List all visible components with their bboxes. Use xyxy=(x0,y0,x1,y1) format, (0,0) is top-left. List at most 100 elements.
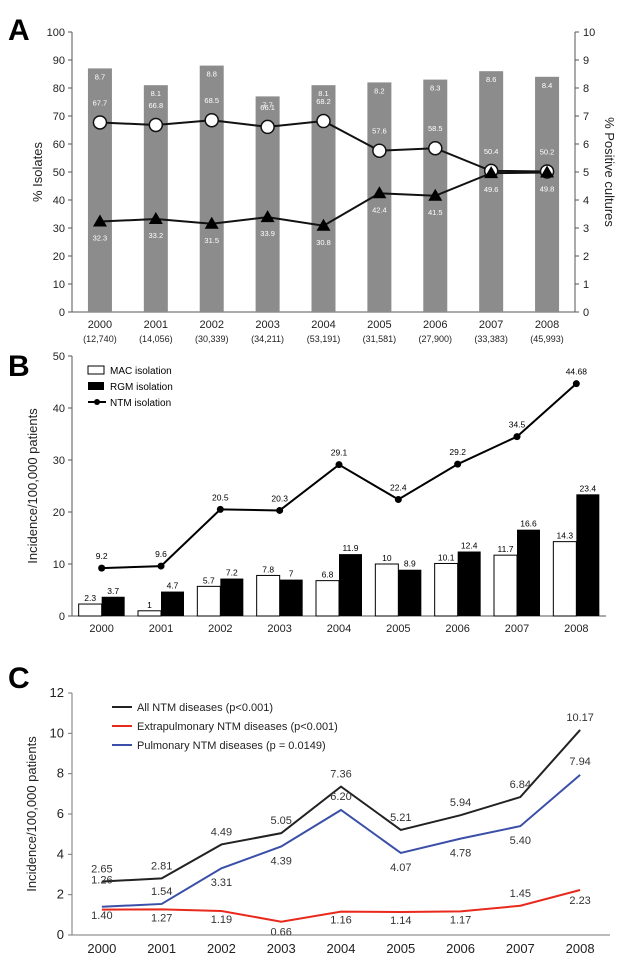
triangle-point xyxy=(316,218,331,231)
x-tick-label: 2005 xyxy=(367,319,391,331)
bar-value-label: 7.7 xyxy=(262,100,272,109)
x-tick-label: 2008 xyxy=(566,941,595,956)
point-value-label: 33.2 xyxy=(149,231,164,240)
x-tick-label: 2003 xyxy=(267,623,291,635)
point-value-label: 68.5 xyxy=(204,96,219,105)
point-value-label-2: 7.94 xyxy=(569,756,590,768)
chart-panel-b: 0 10 20 30 40 50 Incidence/100,000 patients 2.3… xyxy=(25,351,606,635)
point-value-label-2: 1.54 xyxy=(151,886,172,898)
x-tick-sublabel: (34,211) xyxy=(251,334,284,344)
point-value-label-2: 3.31 xyxy=(211,877,232,889)
bar xyxy=(87,68,112,313)
x-tick-label: 2000 xyxy=(88,319,112,331)
bar-mac-value-label: 14.3 xyxy=(557,531,574,541)
bar xyxy=(199,65,224,312)
x-tick-sublabel: (45,993) xyxy=(530,334,564,344)
point-value-label-1: 1.14 xyxy=(390,915,411,927)
x-tick-sublabel: (53,191) xyxy=(307,334,341,344)
bar xyxy=(535,76,560,312)
y-tick-label: 20 xyxy=(53,251,65,263)
x-tick-label: 2007 xyxy=(479,319,503,331)
bar-rgm xyxy=(161,591,184,616)
y-tick-label: 60 xyxy=(53,139,65,151)
x-tick-label: 2000 xyxy=(87,941,116,956)
x-tick-label: 2001 xyxy=(149,623,173,635)
point-value-label: 67.7 xyxy=(93,98,108,107)
point-value-label-0: 5.21 xyxy=(390,812,411,824)
ntm-point xyxy=(513,433,521,441)
point-value-label-2: 6.20 xyxy=(330,791,351,803)
chart-panel-c: 0 2 4 6 8 10 12 Incidence/100,000 patients 2000 2… xyxy=(24,685,610,956)
legend-label-2: Pulmonary NTM diseases (p = 0.0149) xyxy=(137,740,326,752)
x-tick-label: 2002 xyxy=(208,623,232,635)
x-tick-label: 2001 xyxy=(144,319,168,331)
x-tick-label: 2000 xyxy=(89,623,113,635)
bar-mac-value-label: 6.8 xyxy=(322,570,334,580)
point-value-label-2: 4.07 xyxy=(390,862,411,874)
circle-point xyxy=(204,112,219,128)
y-tick-label: 10 xyxy=(50,725,64,740)
bar xyxy=(479,71,504,312)
ntm-value-label: 20.3 xyxy=(271,493,288,503)
x-tick-label: 2004 xyxy=(311,319,335,331)
point-value-label-2: 4.78 xyxy=(450,848,471,860)
point-value-label-1: 2.23 xyxy=(569,895,590,907)
legend-label-1: Extrapulmonary NTM diseases (p<0.001) xyxy=(137,721,338,733)
y2-tick-label: 7 xyxy=(583,111,589,123)
ntm-value-label: 34.5 xyxy=(509,420,526,430)
y-tick-label: 4 xyxy=(57,846,64,861)
x-tick-label: 2005 xyxy=(386,623,410,635)
x-tick-label: 2004 xyxy=(327,623,351,635)
bar-mac-value-label: 1 xyxy=(147,600,152,610)
point-value-label-0: 6.84 xyxy=(510,779,531,791)
y-tick-label: 50 xyxy=(53,167,65,179)
legend-swatch-rgm xyxy=(88,382,104,390)
triangle-point xyxy=(148,212,163,225)
y-tick-label: 80 xyxy=(53,83,65,95)
y2-tick-label: 10 xyxy=(583,27,595,39)
ntm-value-label: 20.5 xyxy=(212,492,229,502)
x-tick-label: 2008 xyxy=(535,319,559,331)
ntm-value-label: 9.2 xyxy=(96,551,108,561)
circle-point xyxy=(372,143,387,158)
bar-rgm-value-label: 7 xyxy=(289,569,294,579)
circle-point xyxy=(148,117,164,133)
point-value-label-0: 10.17 xyxy=(566,712,594,724)
y-tick-label: 50 xyxy=(53,351,65,363)
point-value-label: 58.5 xyxy=(428,124,443,133)
x-tick-label: 2005 xyxy=(386,941,415,956)
y-tick-label: 100 xyxy=(47,27,65,39)
point-value-label: 49.8 xyxy=(540,185,555,194)
point-value-label: 49.6 xyxy=(484,185,499,194)
bar-mac-value-label: 11.7 xyxy=(498,544,514,554)
y-tick-label: 30 xyxy=(53,455,65,467)
y2-tick-label: 6 xyxy=(583,139,589,151)
circle-point xyxy=(316,113,331,129)
bar-value-label: 8.2 xyxy=(374,86,384,95)
x-tick-label: 2006 xyxy=(445,623,469,635)
panel-label-c: C xyxy=(8,662,30,695)
ntm-value-label: 9.6 xyxy=(155,549,167,559)
bar-rgm xyxy=(398,569,422,616)
ntm-point xyxy=(454,460,462,468)
point-value-label-1: 1.27 xyxy=(151,912,172,924)
bar-rgm xyxy=(517,529,540,616)
bar-mac-value-label: 7.8 xyxy=(262,564,274,574)
point-value-label-0: 5.94 xyxy=(450,797,471,809)
point-value-label: 66.8 xyxy=(149,101,164,110)
point-value-label-2: 5.40 xyxy=(510,835,531,847)
point-value-label: 32.3 xyxy=(93,234,108,243)
y-tick-label: 0 xyxy=(59,307,65,319)
point-value-label-1: 1.19 xyxy=(211,914,232,926)
bar-rgm-value-label: 12.4 xyxy=(461,541,478,551)
x-tick-label: 2007 xyxy=(506,941,535,956)
bar-mac xyxy=(493,554,518,617)
series-line-1 xyxy=(101,889,581,923)
point-value-label-2: 4.39 xyxy=(271,855,292,867)
bar-rgm-value-label: 3.7 xyxy=(107,586,119,596)
bar-rgm-value-label: 8.9 xyxy=(404,559,416,569)
legend-label-ntm: NTM isolation xyxy=(110,398,171,409)
x-tick-sublabel: (12,740) xyxy=(83,334,117,344)
point-value-label: 68.2 xyxy=(316,97,331,106)
